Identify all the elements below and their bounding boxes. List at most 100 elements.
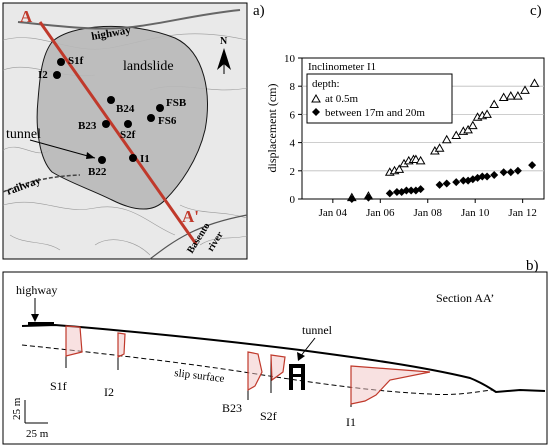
point-s2f [124,120,132,128]
legend-box [306,73,453,124]
data-point-triangle [529,78,540,87]
data-point-triangle [513,91,523,100]
point-b24 [107,96,115,104]
map-railway-line [2,174,81,193]
data-point-diamond [528,161,537,170]
section-label-tunnel: tunnel [302,323,333,337]
map-label-s2f: S2f [120,129,136,141]
data-point-diamond [452,178,461,187]
map-points [53,58,164,164]
landslide-area [36,25,208,210]
data-point-triangle [463,124,473,134]
x-tick-label: Jan 06 [366,207,395,219]
section-line-aa [38,21,198,245]
profile-b23 [247,351,263,392]
map-label-north: N [220,36,228,47]
chart-y-ticks: 0 2 4 6 8 10 [284,53,302,206]
data-point-diamond [347,195,356,203]
point-fs6 [147,114,155,122]
section-label-b23: B23 [222,401,242,415]
legend-series-1: at 0.5m [325,93,358,105]
tunnel-arrow [29,139,96,159]
map-label-landslide: landslide [123,59,174,74]
data-point-diamond [416,185,425,194]
profile-s2f [270,354,286,382]
profile-i2 [117,332,126,358]
chart-x-ticks: Jan 04 Jan 06 Jan 08 Jan 10 Jan 12 [319,199,537,219]
data-point-triangle [498,92,509,101]
map-label-b24: B24 [116,103,135,115]
legend-marker-triangle [311,93,321,103]
section-label-s1f: S1f [50,379,67,393]
y-tick-label: 6 [290,109,296,121]
north-arrow-icon [217,48,231,74]
data-point-diamond [392,187,401,196]
data-point-triangle [441,134,452,144]
data-point-triangle [451,130,462,140]
chart-legend: depth: at 0.5m between 17m and 20m [306,73,453,124]
tunnel-arrowhead [86,152,95,159]
data-point-diamond [385,189,394,198]
highway-arrowhead [31,314,39,322]
profile-s1f [65,325,83,357]
point-fsb [156,104,164,112]
tunnel-icon [289,364,305,390]
x-tick-label: Jan 10 [461,207,490,219]
data-point-diamond [490,171,499,180]
scale-bar: 25 m 25 m [11,397,49,440]
data-point-triangle [394,164,405,173]
legend-series-2: between 17m and 20m [325,107,425,119]
inclinometer-chart: 0 2 4 6 8 10 Jan 04 Jan 06 Jan 08 Jan 10 Jan 12 d… [265,53,545,219]
data-point-diamond [364,193,373,202]
tunnel-pointer-head [297,352,305,361]
panel-label-b: b) [526,258,539,274]
profile-i1 [350,365,431,405]
panel-label-a: a) [253,3,265,19]
map-label-b22: B22 [88,166,107,178]
series-2 [347,161,537,203]
point-s1f [57,58,65,66]
slip-surface-line [21,344,493,395]
tunnel-pointer [299,337,316,358]
map-label-fsb: FSB [166,97,187,109]
map-panel: A A' highway landslide tunnel railway Ba… [2,2,248,260]
section-label-i2: I2 [104,385,114,399]
data-point-diamond [478,172,487,181]
data-point-triangle [467,120,478,130]
data-point-triangle [489,99,500,109]
point-i2 [53,71,61,79]
section-title: Section AA’ [436,291,494,305]
data-point-triangle [415,155,426,165]
legend-marker-diamond [312,108,320,116]
x-tick-label: Jan 08 [414,207,443,219]
data-point-triangle [520,85,530,94]
map-label-fs6: FS6 [158,115,177,127]
map-label-tunnel: tunnel [6,127,41,142]
data-point-diamond [442,179,451,188]
point-b23 [102,120,110,128]
map-label-i1: I1 [140,153,150,165]
map-label-a: A [20,7,33,26]
data-point-diamond [483,172,492,181]
map-label-s1f: S1f [68,55,84,67]
chart-y-axis-label: displacement (cm) [265,84,279,173]
data-point-diamond [407,186,416,195]
data-point-triangle [505,91,516,100]
section-label-highway: highway [16,283,57,297]
y-tick-label: 8 [290,81,296,93]
data-point-diamond [402,186,411,195]
y-tick-label: 0 [290,194,296,206]
data-point-diamond [459,176,468,185]
map-label-i2: I2 [38,69,48,81]
section-label-i1: I1 [346,415,356,429]
scale-label-horizontal: 25 m [26,428,49,440]
chart-series [346,78,540,203]
data-point-diamond [499,168,508,177]
ground-surface [21,323,546,394]
section-label-s2f: S2f [260,409,277,423]
map-label-b23: B23 [78,120,97,132]
map-label-a-prime: A' [182,207,199,226]
data-point-triangle [482,109,492,118]
point-b22 [98,156,106,164]
